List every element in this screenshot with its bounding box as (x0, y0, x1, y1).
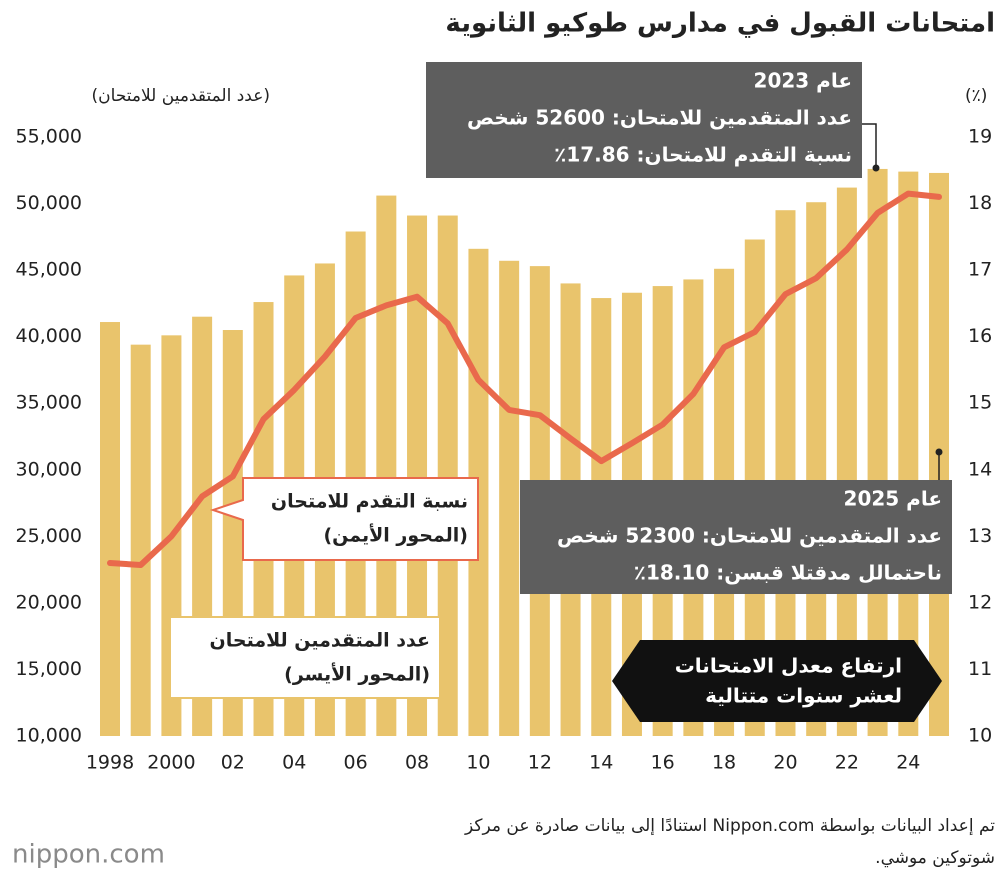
y2-tick-label: 19 (968, 126, 992, 148)
connector-dot (872, 164, 880, 172)
chart-title: امتحانات القبول في مدارس طوكيو الثانوية (445, 9, 995, 39)
y-tick-label: 30,000 (16, 458, 82, 480)
y-tick-label: 25,000 (16, 525, 82, 547)
x-tick-label: 18 (712, 752, 736, 774)
bar (407, 215, 428, 737)
bar (437, 215, 458, 737)
bar (836, 187, 857, 737)
y-axis-label: (عدد المتقدمين للامتحان) (92, 86, 270, 106)
source-text: شوتوكين موشي. (875, 848, 995, 868)
x-tick-label: 16 (651, 752, 675, 774)
arrow-text: ارتفاع معدل الامتحانات (675, 654, 902, 678)
source-text: تم إعداد البيانات بواسطة Nippon.com استن… (464, 816, 995, 836)
legend-box (209, 477, 479, 561)
bar (100, 322, 120, 736)
callout-box (520, 480, 952, 594)
callout-box (426, 62, 862, 178)
x-tick-label: 22 (835, 752, 859, 774)
y-tick-label: 20,000 (16, 591, 82, 613)
y-tick-label: 10,000 (16, 725, 82, 747)
y-tick-label: 45,000 (16, 259, 82, 281)
x-tick-label: 24 (896, 752, 920, 774)
callout-text: ناحتمالل مدقتلا قبسن: 18.10٪ (634, 561, 942, 585)
x-tick-label: 06 (344, 752, 368, 774)
callout-text: عام 2023 (754, 69, 852, 93)
y2-tick-label: 18 (968, 192, 992, 214)
y2-tick-label: 11 (968, 658, 992, 680)
legend-label: عدد المتقدمين للامتحان (210, 630, 430, 652)
bar (130, 344, 151, 736)
bar (775, 210, 796, 736)
legend-box (169, 616, 441, 699)
x-tick-label: 10 (466, 752, 490, 774)
y2-tick-label: 16 (968, 325, 992, 347)
connector (862, 123, 877, 166)
overlay: عام 2023 عدد المتقدمين للامتحان: 52600 شخ… (107, 62, 952, 722)
legend-note: (المحور الأيسر) (284, 663, 430, 686)
y2-axis-label: (٪) (965, 86, 987, 106)
y2-tick-label: 13 (968, 525, 992, 547)
x-tick-label: 2000 (147, 752, 195, 774)
x-tick-label: 20 (773, 752, 797, 774)
y2-tick-label: 14 (968, 458, 992, 480)
y2-tick-label: 12 (968, 591, 992, 613)
arrow-text: لعشر سنوات متتالية (705, 684, 902, 708)
y-tick-label: 50,000 (16, 192, 82, 214)
bar (376, 195, 397, 736)
connector-dot (935, 448, 943, 456)
y2-tick-label: 10 (968, 725, 992, 747)
arrow-box (612, 640, 942, 722)
x-tick-label: 14 (589, 752, 613, 774)
line (107, 190, 942, 568)
x-tick-label: 02 (221, 752, 245, 774)
y-tick-label: 55,000 (16, 126, 82, 148)
y-tick-label: 40,000 (16, 325, 82, 347)
x-tick-label: 12 (528, 752, 552, 774)
bar (867, 168, 888, 737)
callout-text: عام 2025 (844, 487, 942, 511)
callout-text: عدد المتقدمين للامتحان: 52300 شخص (557, 524, 942, 548)
bar (499, 260, 520, 736)
y2-tick-label: 17 (968, 259, 992, 281)
x-tick-label: 1998 (86, 752, 134, 774)
legend-note: (المحور الأيمن) (323, 524, 468, 547)
callout-text: عدد المتقدمين للامتحان: 52600 شخص (467, 106, 852, 130)
callout-text: نسبة التقدم للامتحان: 17.86٪ (554, 143, 852, 167)
legend-label: نسبة التقدم للامتحان (271, 491, 468, 513)
logo: nippon.com (12, 840, 165, 870)
y-tick-label: 15,000 (16, 658, 82, 680)
bar (806, 202, 827, 737)
bar (898, 171, 919, 736)
y-tick-label: 35,000 (16, 392, 82, 414)
x-tick-label: 08 (405, 752, 429, 774)
y2-tick-label: 15 (968, 392, 992, 414)
x-tick-label: 04 (282, 752, 306, 774)
